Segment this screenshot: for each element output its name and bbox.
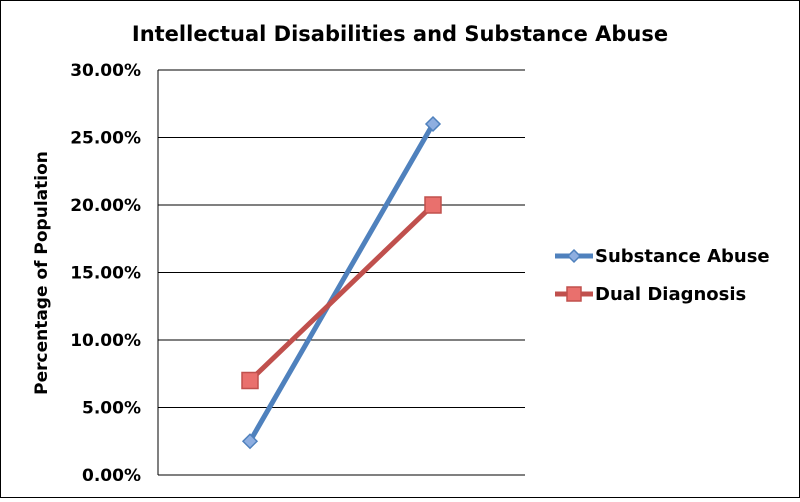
series-line bbox=[247, 121, 436, 444]
data-point-diamond bbox=[424, 115, 442, 133]
y-tick-label: 5.00% bbox=[82, 399, 141, 419]
y-tick-label: 20.00% bbox=[70, 196, 141, 216]
series-substance-abuse bbox=[241, 115, 442, 450]
y-tick-label: 10.00% bbox=[70, 331, 141, 351]
legend-marker-diamond bbox=[566, 248, 582, 264]
y-tick-labels: 0.00% 5.00% 10.00% 15.00% 20.00% 25.00% 30.00% bbox=[70, 61, 141, 486]
y-tick-label: 15.00% bbox=[70, 264, 141, 284]
y-tick-label: 25.00% bbox=[70, 129, 141, 149]
y-axis-label: Percentage of Population bbox=[32, 151, 52, 395]
series-dual-diagnosis bbox=[241, 196, 442, 390]
chart-title: Intellectual Disabilities and Substance … bbox=[132, 22, 668, 46]
y-tick-label: 0.00% bbox=[82, 466, 141, 486]
y-tick-label: 30.00% bbox=[70, 61, 141, 81]
series-lines bbox=[241, 115, 442, 450]
legend-marker-square bbox=[566, 286, 582, 302]
gridlines bbox=[157, 69, 525, 476]
legend-label: Dual Diagnosis bbox=[595, 284, 746, 305]
legend-item: Substance Abuse bbox=[555, 246, 770, 267]
data-point-diamond bbox=[241, 433, 259, 450]
legend-label: Substance Abuse bbox=[595, 246, 770, 267]
data-point-square bbox=[424, 196, 442, 214]
series-line bbox=[247, 202, 436, 383]
legend-item: Dual Diagnosis bbox=[555, 284, 746, 305]
legend: Substance Abuse Dual Diagnosis bbox=[555, 246, 770, 305]
data-point-square bbox=[241, 371, 259, 390]
